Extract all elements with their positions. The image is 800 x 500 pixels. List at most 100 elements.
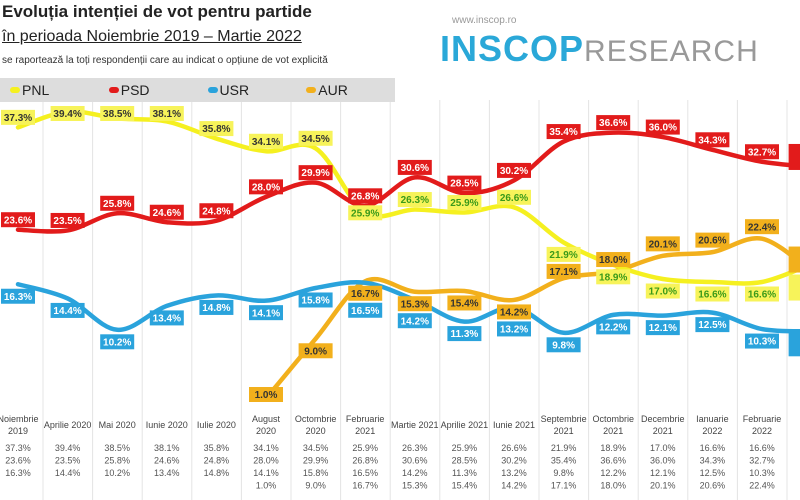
- svg-text:34.3%: 34.3%: [698, 135, 726, 146]
- svg-text:16.6%: 16.6%: [698, 290, 726, 301]
- table-header: Iunie 2021: [493, 420, 535, 430]
- table-cell: 15.4%: [452, 481, 478, 491]
- table-cell: 35.4%: [551, 456, 577, 466]
- data-label-aur: 9.0%: [298, 343, 333, 359]
- svg-text:36.0%: 36.0%: [649, 123, 677, 134]
- svg-text:9.0%: 9.0%: [304, 346, 327, 357]
- svg-text:38.1%: 38.1%: [153, 109, 181, 120]
- legend: PNL PSD USR AUR: [0, 78, 395, 102]
- data-label-usr: 12.5%: [695, 317, 730, 333]
- data-label-psd: 24.6%: [149, 204, 184, 220]
- table-cell: 37.3%: [5, 443, 31, 453]
- data-label-psd: 28.0%: [249, 179, 283, 195]
- svg-text:24.6%: 24.6%: [153, 208, 181, 219]
- data-label-pnl: 38.1%: [149, 106, 184, 121]
- svg-text:26.3%: 26.3%: [401, 195, 429, 206]
- table-header: Octombrie: [295, 414, 337, 424]
- table-cell: 30.2%: [501, 456, 527, 466]
- table-cell: 23.5%: [55, 456, 81, 466]
- table-cell: 36.6%: [600, 456, 626, 466]
- table-cell: 16.7%: [352, 481, 378, 491]
- legend-item-usr: USR: [198, 78, 297, 102]
- data-label-usr: 12.1%: [645, 320, 680, 336]
- table-cell: 34.5%: [303, 443, 329, 453]
- table-header: 2022: [702, 426, 722, 436]
- table-header: Aprilie 2020: [44, 420, 92, 430]
- data-label-pnl: 37.3%: [1, 109, 35, 125]
- legend-label: AUR: [318, 82, 348, 98]
- table-cell: 24.6%: [154, 456, 180, 466]
- svg-text:14.2%: 14.2%: [401, 316, 429, 327]
- table-header: Octombrie: [592, 414, 634, 424]
- data-label-psd: 32: [788, 143, 800, 170]
- table-cell: 15.8%: [303, 468, 329, 478]
- chart-subtitle: în perioada Noiembrie 2019 – Martie 2022: [2, 28, 302, 45]
- data-label-usr: 11.3%: [447, 326, 482, 342]
- svg-text:25.9%: 25.9%: [450, 198, 478, 209]
- table-cell: 17.0%: [650, 443, 676, 453]
- svg-text:26.8%: 26.8%: [351, 191, 379, 202]
- table-cell: 28.5%: [452, 456, 478, 466]
- data-label-aur: 14.2%: [497, 304, 531, 320]
- table-cell: 14.2%: [501, 481, 527, 491]
- table-cell: 20.6%: [700, 481, 726, 491]
- data-label-pnl: 16.6%: [745, 286, 779, 302]
- table-cell: 24.8%: [204, 456, 230, 466]
- data-label-usr: 13.2%: [497, 321, 531, 337]
- table-cell: 28.0%: [253, 456, 279, 466]
- svg-text:30.6%: 30.6%: [401, 163, 429, 174]
- table-cell: 11.3%: [452, 468, 477, 478]
- svg-text:12.2%: 12.2%: [599, 322, 627, 333]
- table-header: Februarie: [346, 414, 385, 424]
- data-label-usr: 14.8%: [199, 299, 234, 315]
- svg-text:10.3%: 10.3%: [748, 337, 776, 348]
- svg-text:14.8%: 14.8%: [202, 303, 230, 314]
- data-label-usr: 14.2%: [397, 313, 432, 329]
- table-cell: 1.0%: [256, 481, 277, 491]
- table-cell: 16.5%: [352, 468, 378, 478]
- data-label-pnl: 16.6%: [695, 286, 730, 302]
- data-label-usr: 10.3%: [745, 333, 779, 349]
- svg-text:35.4%: 35.4%: [549, 127, 577, 138]
- table-cell: 32.7%: [749, 456, 775, 466]
- table-header: Aprilie 2021: [441, 420, 489, 430]
- svg-text:15.3%: 15.3%: [401, 299, 429, 310]
- svg-text:25.9%: 25.9%: [351, 208, 379, 219]
- data-label-usr: 10.2%: [100, 334, 135, 350]
- svg-text:9.8%: 9.8%: [552, 340, 575, 351]
- svg-text:34.5%: 34.5%: [301, 134, 329, 145]
- svg-text:18.9%: 18.9%: [599, 272, 627, 283]
- data-label-usr: 12.2%: [596, 319, 631, 335]
- table-cell: 29.9%: [303, 456, 329, 466]
- data-label-aur: 1.0%: [249, 387, 283, 402]
- data-label-usr: 10: [788, 330, 800, 357]
- data-label-psd: 34.3%: [695, 132, 730, 148]
- svg-text:22.4%: 22.4%: [748, 222, 776, 233]
- data-label-aur: 18: [788, 246, 800, 273]
- table-header: 2021: [554, 426, 574, 436]
- table-cell: 10.2%: [104, 468, 130, 478]
- series-line-psd: [15, 130, 800, 234]
- data-label-usr: 13.4%: [149, 310, 184, 326]
- data-label-pnl: 19: [788, 274, 800, 301]
- svg-text:34.1%: 34.1%: [252, 137, 280, 148]
- svg-text:17.1%: 17.1%: [549, 267, 577, 278]
- svg-text:23.5%: 23.5%: [53, 216, 81, 227]
- svg-text:24.8%: 24.8%: [202, 206, 230, 217]
- svg-text:30.2%: 30.2%: [500, 166, 528, 177]
- svg-text:13.2%: 13.2%: [500, 325, 528, 336]
- table-cell: 16.6%: [700, 443, 726, 453]
- svg-text:36.6%: 36.6%: [599, 118, 627, 129]
- svg-text:11.3%: 11.3%: [450, 329, 478, 340]
- svg-text:23.6%: 23.6%: [4, 215, 32, 226]
- svg-text:14.1%: 14.1%: [252, 308, 280, 319]
- data-label-usr: 16.5%: [348, 302, 383, 318]
- table-cell: 26.6%: [501, 443, 527, 453]
- data-label-usr: 14.4%: [50, 302, 85, 318]
- svg-text:17.0%: 17.0%: [649, 287, 677, 298]
- svg-text:25.8%: 25.8%: [103, 199, 131, 210]
- data-label-psd: 23.6%: [1, 212, 35, 228]
- data-label-psd: 28.5%: [447, 175, 482, 191]
- data-label-pnl: 25.9%: [348, 205, 383, 221]
